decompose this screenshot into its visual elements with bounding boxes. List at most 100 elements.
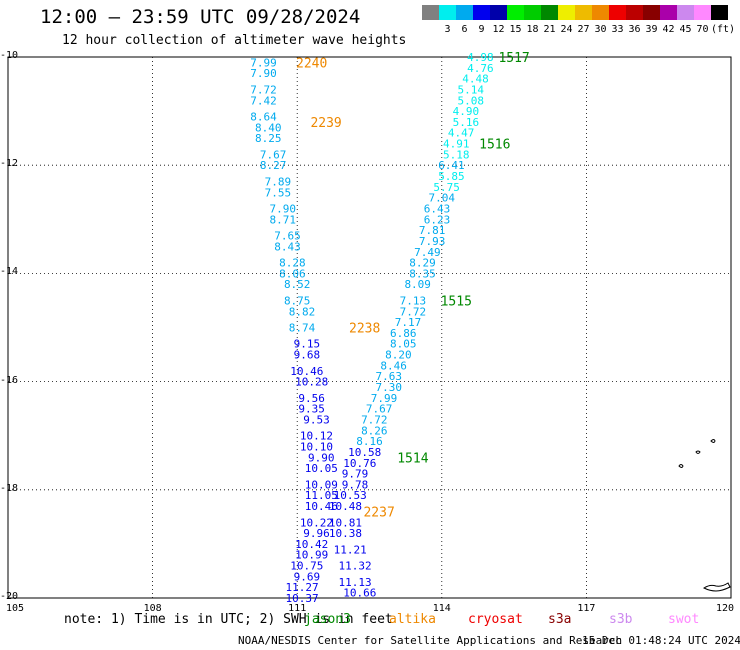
legend-swatch xyxy=(660,5,677,20)
legend-label: 36 xyxy=(628,24,641,35)
swh-reading: 8.52 xyxy=(284,278,311,291)
swh-reading: 10.42 xyxy=(295,538,328,551)
legend-label: 21 xyxy=(543,24,556,35)
swh-reading: 10.22 xyxy=(300,516,333,529)
swh-reading: 8.09 xyxy=(404,278,431,291)
pass-time-label: 2237 xyxy=(363,505,394,520)
legend-swatch xyxy=(694,5,711,20)
swh-reading: 5.16 xyxy=(453,116,480,129)
latitude-tick-label: -16 xyxy=(0,374,19,386)
legend-label: (ft) xyxy=(711,24,736,35)
swh-reading: 11.32 xyxy=(338,560,371,573)
swh-reading: 8.64 xyxy=(250,111,277,124)
swh-reading: 4.76 xyxy=(467,62,494,75)
swh-reading: 7.90 xyxy=(250,67,277,80)
swh-reading: 7.72 xyxy=(361,413,388,426)
swh-reading: 5.85 xyxy=(438,170,465,183)
satellite-cryosat: cryosat xyxy=(468,612,523,627)
legend-label: 45 xyxy=(679,24,692,35)
swh-reading: 8.29 xyxy=(409,257,436,270)
legend-swatch xyxy=(643,5,660,20)
satellite-s3a: s3a xyxy=(548,612,572,627)
legend-swatch xyxy=(507,5,524,20)
satellite-altika: altika xyxy=(389,612,436,627)
swh-reading: 7.67 xyxy=(366,403,393,416)
swh-reading: 5.14 xyxy=(457,83,484,96)
legend-swatch xyxy=(575,5,592,20)
swh-reading: 8.28 xyxy=(279,257,306,270)
swh-reading: 10.12 xyxy=(300,430,333,443)
swh-reading: 4.48 xyxy=(462,73,489,86)
swh-reading: 8.26 xyxy=(361,424,388,437)
legend-label: 18 xyxy=(526,24,539,35)
swh-reading: 5.75 xyxy=(433,181,460,194)
swh-reading: 10.37 xyxy=(285,592,318,605)
swh-reading: 4.91 xyxy=(443,138,470,151)
swh-reading: 8.43 xyxy=(274,240,301,253)
legend-swatch xyxy=(473,5,490,20)
swh-reading: 8.74 xyxy=(289,322,316,335)
legend-swatch xyxy=(592,5,609,20)
longitude-tick-label: 114 xyxy=(432,603,451,614)
latitude-tick-label: -20 xyxy=(0,591,19,602)
swh-reading: 7.93 xyxy=(419,235,446,248)
swh-reading: 9.15 xyxy=(294,338,321,351)
swh-reading: 7.30 xyxy=(376,381,403,394)
longitude-tick-label: 105 xyxy=(5,603,25,614)
swh-reading: 9.68 xyxy=(294,349,321,362)
swh-reading: 10.48 xyxy=(329,500,362,513)
footer-note: note: 1) Time is in UTC; 2) SWH is in fe… xyxy=(64,612,393,627)
island-outline xyxy=(678,464,684,468)
pass-time-label: 2238 xyxy=(349,322,380,337)
swh-reading: 7.99 xyxy=(250,56,277,69)
swh-reading: 9.96 xyxy=(303,527,330,540)
swh-reading: 10.53 xyxy=(334,489,367,502)
legend-swatch xyxy=(677,5,694,20)
swh-reading: 7.67 xyxy=(260,148,287,161)
swh-reading: 8.20 xyxy=(385,349,412,362)
legend-swatch xyxy=(626,5,643,20)
swh-reading: 6.43 xyxy=(424,202,451,215)
swh-reading: 10.81 xyxy=(329,516,362,529)
swh-reading: 11.05 xyxy=(305,489,338,502)
swh-reading: 9.79 xyxy=(342,468,369,481)
swh-reading: 8.40 xyxy=(255,121,282,134)
legend-swatch xyxy=(558,5,575,20)
swh-reading: 11.21 xyxy=(334,543,367,556)
satellite-swot: swot xyxy=(668,612,700,627)
legend-label: 12 xyxy=(492,24,505,35)
swh-reading: 4.98 xyxy=(467,51,494,64)
legend-label: 6 xyxy=(461,24,468,35)
credit-line: NOAA/NESDIS Center for Satellite Applica… xyxy=(238,634,623,647)
swh-reading: 6.23 xyxy=(424,213,451,226)
swh-reading: 10.66 xyxy=(343,587,376,600)
swh-reading: 8.82 xyxy=(289,305,316,318)
swh-reading: 10.76 xyxy=(343,457,376,470)
swh-reading: 6.86 xyxy=(390,327,417,340)
swh-reading: 8.75 xyxy=(284,294,311,307)
swh-reading: 7.55 xyxy=(265,186,292,199)
swh-reading: 7.65 xyxy=(274,230,301,243)
longitude-tick-label: 117 xyxy=(577,603,596,614)
latitude-tick-label: -18 xyxy=(0,482,19,494)
swh-reading: 8.35 xyxy=(409,267,436,280)
legend-swatch xyxy=(541,5,558,20)
swh-reading: 8.16 xyxy=(356,435,383,448)
land-features xyxy=(678,439,731,592)
swh-reading: 8.05 xyxy=(390,338,417,351)
legend-label: 9 xyxy=(478,24,485,35)
map-subtitle: 12 hour collection of altimeter wave hei… xyxy=(62,33,407,48)
latitude-tick-label: -12 xyxy=(0,158,19,170)
legend-label: 33 xyxy=(611,24,624,35)
pass-time-label: 1515 xyxy=(441,294,472,309)
map-title: 12:00 — 23:59 UTC 09/28/2024 xyxy=(40,6,361,28)
longitude-tick-label: 111 xyxy=(288,603,307,614)
satellite-jason3: jason3 xyxy=(304,612,351,627)
swh-reading: 5.08 xyxy=(457,94,484,107)
swh-reading: 10.28 xyxy=(295,376,328,389)
swh-reading: 10.46 xyxy=(290,365,323,378)
legend-label: 3 xyxy=(444,24,451,35)
swh-reading: 10.99 xyxy=(295,549,328,562)
swh-reading: 7.81 xyxy=(419,224,446,237)
